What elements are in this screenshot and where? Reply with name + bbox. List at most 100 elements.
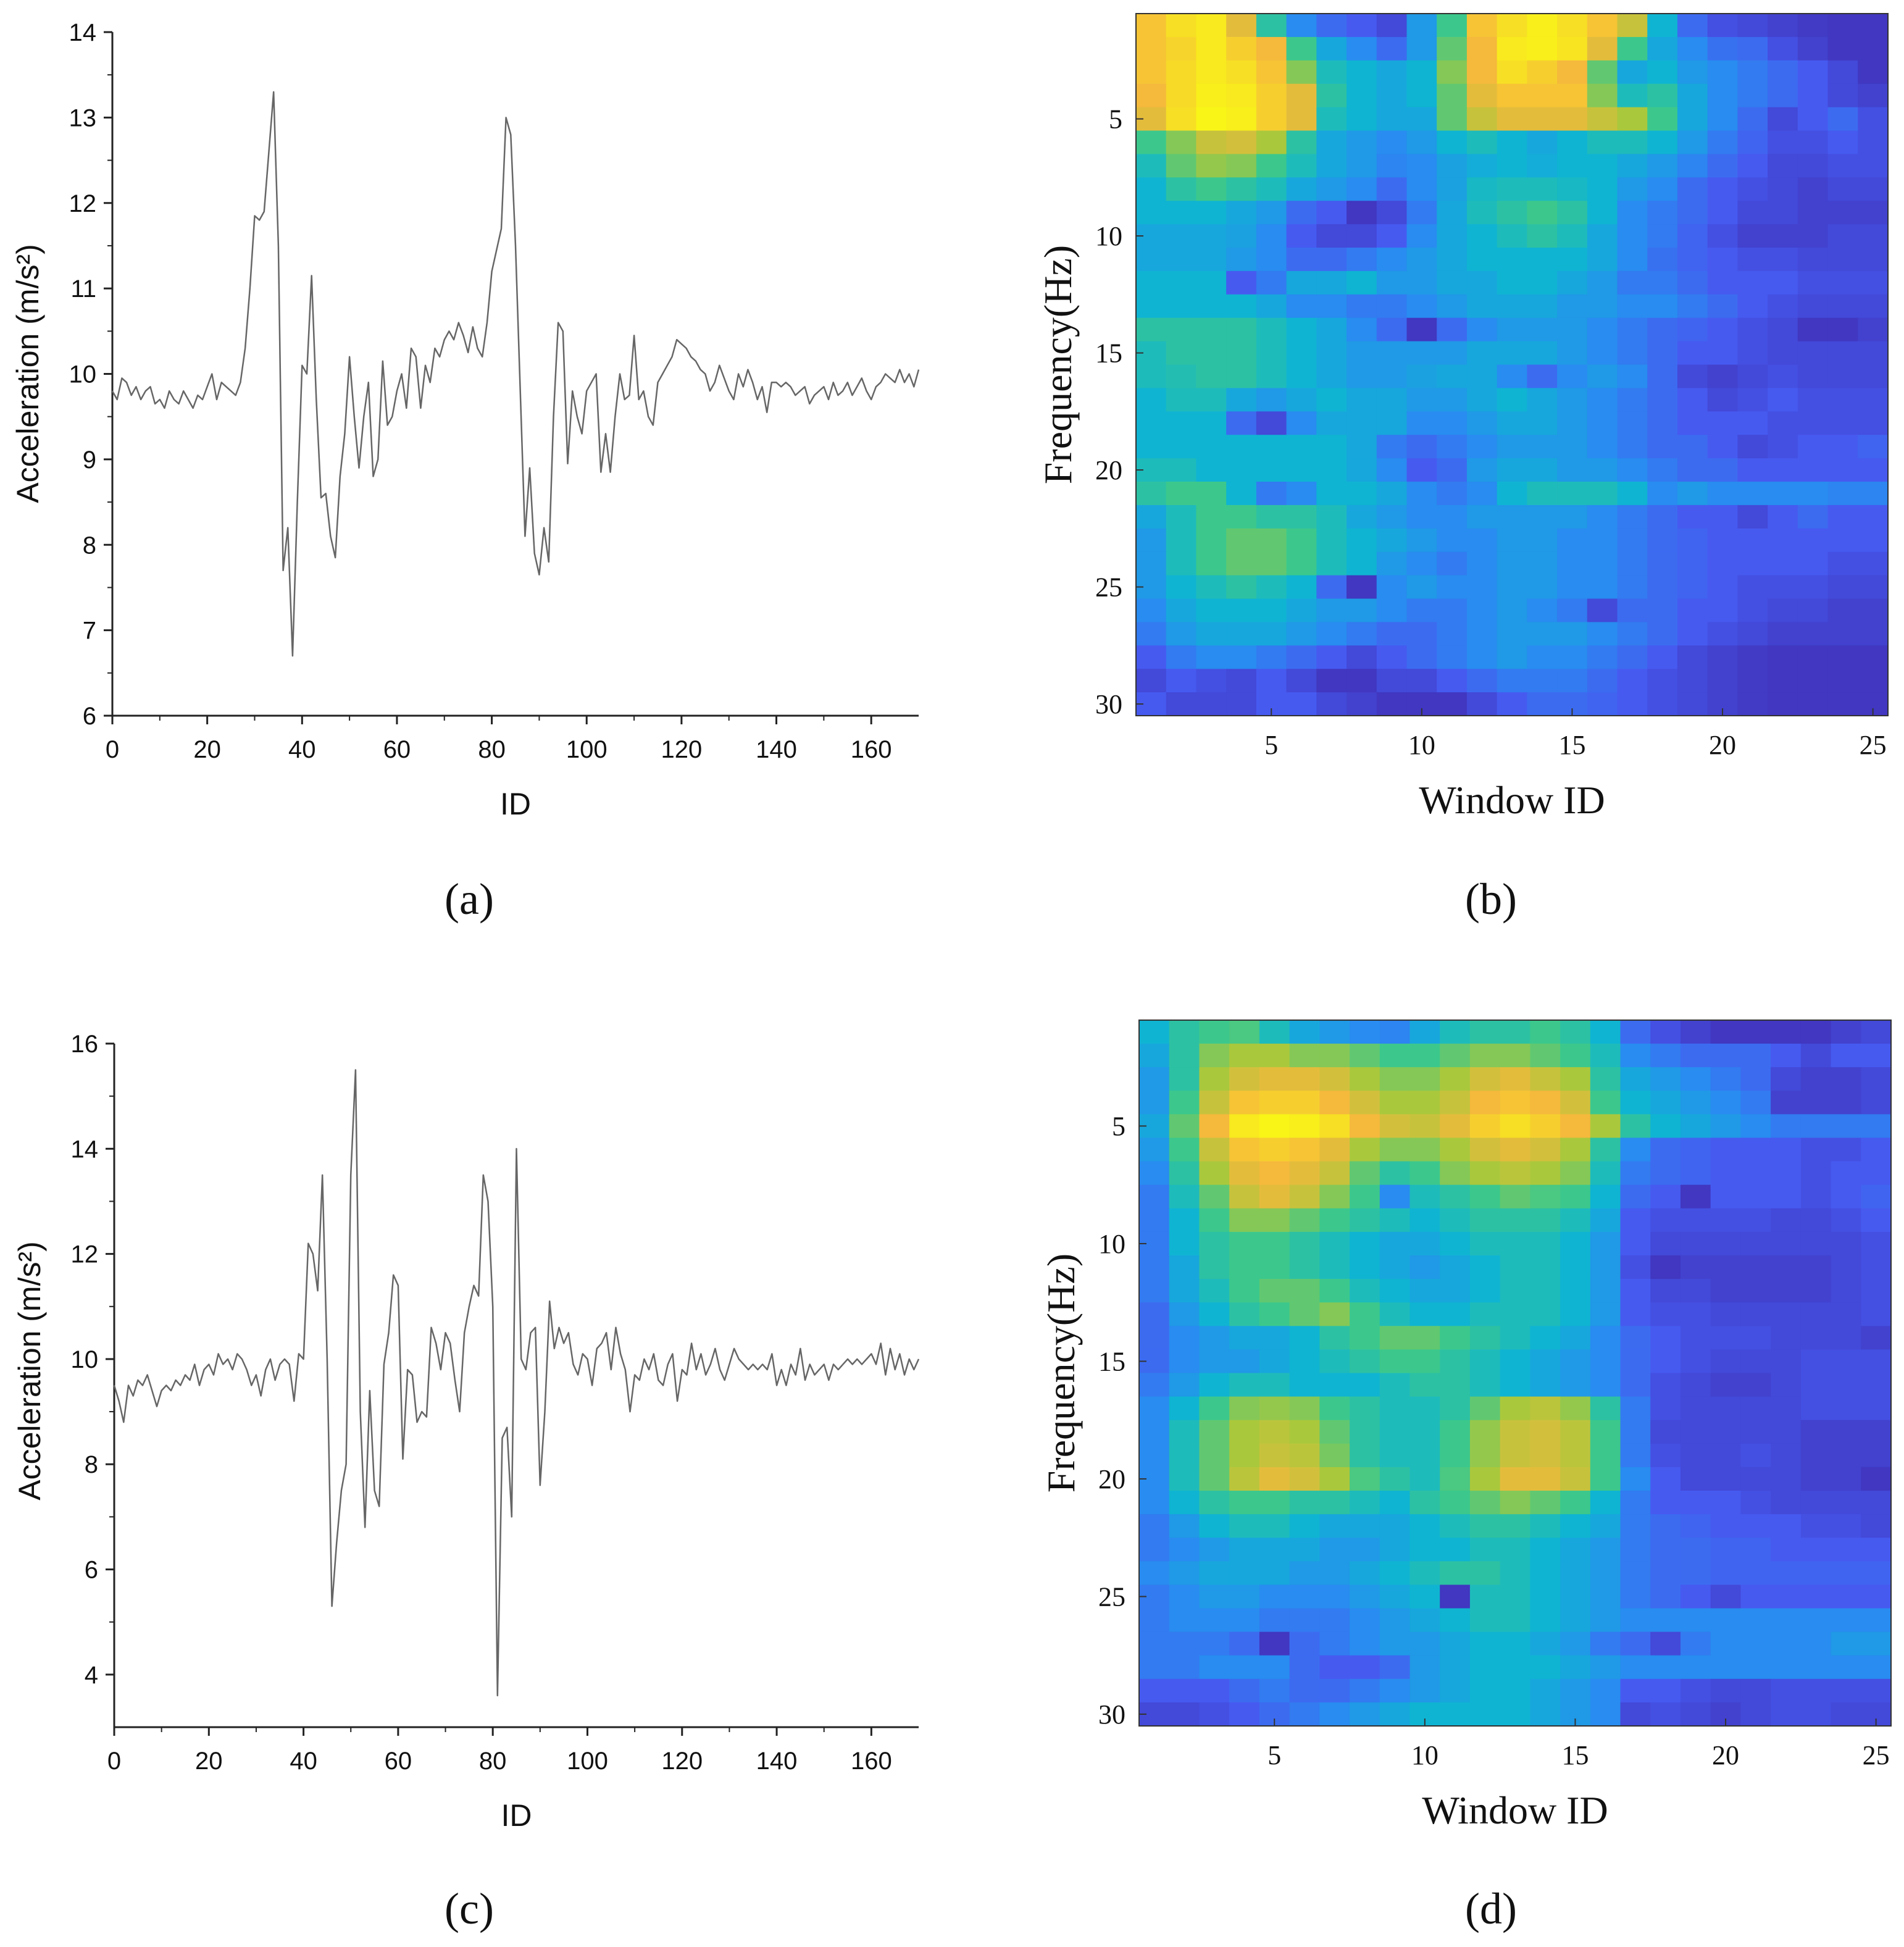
heatmap-cell bbox=[1350, 1208, 1380, 1233]
heatmap-cell bbox=[1680, 1349, 1711, 1374]
heatmap-cell bbox=[1319, 1396, 1350, 1421]
heatmap-cell bbox=[1710, 1137, 1742, 1162]
heatmap-cell bbox=[1469, 1631, 1501, 1656]
heatmap-cell bbox=[1677, 36, 1708, 61]
heatmap-cell bbox=[1226, 505, 1257, 529]
heatmap-cell bbox=[1437, 669, 1468, 693]
heatmap-cell bbox=[1347, 14, 1377, 38]
heatmap-cell bbox=[1347, 505, 1377, 529]
heatmap-cell bbox=[1617, 317, 1648, 342]
heatmap-cell bbox=[1229, 1561, 1260, 1586]
heatmap-cell bbox=[1289, 1514, 1321, 1538]
heatmap-cell bbox=[1710, 1114, 1742, 1139]
heatmap-cell bbox=[1316, 177, 1347, 201]
heatmap-cell bbox=[1316, 551, 1347, 576]
heatmap-cell bbox=[1319, 1655, 1350, 1680]
heatmap-cell bbox=[1771, 1678, 1802, 1703]
heatmap-cell bbox=[1347, 458, 1377, 482]
heatmap-cell bbox=[1139, 1443, 1170, 1468]
heatmap-cell bbox=[1590, 1467, 1621, 1491]
heatmap-cell bbox=[1500, 1349, 1531, 1374]
heatmap-cell bbox=[1440, 1137, 1471, 1162]
heatmap-cell bbox=[1740, 1302, 1771, 1327]
heatmap-cell bbox=[1259, 1538, 1290, 1562]
heatmap-cell bbox=[1530, 1231, 1561, 1256]
heatmap-cell bbox=[1226, 551, 1257, 576]
heatmap-cell bbox=[1316, 317, 1347, 342]
heatmap-cell bbox=[1650, 1091, 1681, 1115]
heatmap-cell bbox=[1710, 1067, 1742, 1092]
heatmap-cell bbox=[1530, 1538, 1561, 1562]
heatmap-cell bbox=[1376, 505, 1408, 529]
heatmap-cell bbox=[1707, 364, 1739, 389]
heatmap-cell bbox=[1469, 1443, 1501, 1468]
heatmap-cell bbox=[1557, 317, 1588, 342]
heatmap-cell bbox=[1740, 1608, 1771, 1633]
heatmap-cell bbox=[1861, 1561, 1892, 1586]
heatmap-cell bbox=[1677, 645, 1708, 669]
heatmap-cell bbox=[1316, 692, 1347, 716]
heatmap-cell bbox=[1827, 411, 1859, 435]
heatmap-cell bbox=[1256, 645, 1287, 669]
heatmap-cell bbox=[1350, 1091, 1380, 1115]
heatmap-cell bbox=[1647, 154, 1678, 178]
heatmap-cell bbox=[1740, 1561, 1771, 1586]
heatmap-cell bbox=[1800, 1561, 1832, 1586]
heatmap-cell bbox=[1497, 575, 1528, 600]
heatmap-cell bbox=[1500, 1231, 1531, 1256]
heatmap-cell bbox=[1166, 622, 1197, 647]
heatmap-cell bbox=[1259, 1231, 1290, 1256]
heatmap-cell bbox=[1680, 1161, 1711, 1186]
heatmap-cell bbox=[1259, 1443, 1290, 1468]
heatmap-cell bbox=[1199, 1655, 1230, 1680]
heatmap-cell bbox=[1858, 528, 1889, 553]
heatmap-cell bbox=[1196, 341, 1227, 366]
heatmap-cell bbox=[1350, 1655, 1380, 1680]
heatmap-cell bbox=[1437, 645, 1468, 669]
heatmap-cell bbox=[1557, 411, 1588, 435]
heatmap-cell bbox=[1617, 83, 1648, 108]
heatmap-cell bbox=[1347, 224, 1377, 248]
heatmap-cell bbox=[1707, 551, 1739, 576]
heatmap-cell bbox=[1196, 224, 1227, 248]
heatmap-cell bbox=[1527, 692, 1558, 716]
heatmap-cell bbox=[1707, 528, 1739, 553]
heatmap-cell bbox=[1827, 107, 1859, 132]
heatmap-cell bbox=[1347, 130, 1377, 155]
heatmap-cell bbox=[1587, 435, 1618, 459]
heatmap-cell bbox=[1466, 669, 1498, 693]
heatmap-cell bbox=[1680, 1420, 1711, 1444]
heatmap-cell bbox=[1858, 505, 1889, 529]
x-tick-label: 5 bbox=[1267, 1740, 1281, 1770]
heatmap-cell bbox=[1500, 1396, 1531, 1421]
heatmap-cell bbox=[1196, 36, 1227, 61]
heatmap-cell bbox=[1199, 1114, 1230, 1139]
heatmap-cell bbox=[1376, 551, 1408, 576]
heatmap-cell bbox=[1166, 411, 1197, 435]
heatmap-cell bbox=[1827, 575, 1859, 600]
heatmap-cell bbox=[1500, 1137, 1531, 1162]
heatmap-cell bbox=[1647, 107, 1678, 132]
heatmap-cell bbox=[1437, 341, 1468, 366]
heatmap-cell bbox=[1527, 248, 1558, 272]
heatmap-cell bbox=[1677, 388, 1708, 412]
heatmap-cell bbox=[1560, 1608, 1591, 1633]
heatmap-cell bbox=[1680, 1231, 1711, 1256]
heatmap-cell bbox=[1259, 1561, 1290, 1586]
heatmap-cell bbox=[1680, 1467, 1711, 1491]
heatmap-cell bbox=[1199, 1137, 1230, 1162]
heatmap-cell bbox=[1797, 294, 1829, 319]
heatmap-cell bbox=[1466, 36, 1498, 61]
heatmap-cell bbox=[1587, 154, 1618, 178]
heatmap-cell bbox=[1861, 1514, 1892, 1538]
heatmap-cell bbox=[1379, 1561, 1411, 1586]
heatmap-cell bbox=[1797, 482, 1829, 506]
heatmap-cell bbox=[1800, 1279, 1832, 1303]
heatmap-cell bbox=[1437, 411, 1468, 435]
heatmap-cell bbox=[1259, 1326, 1290, 1350]
heatmap-cell bbox=[1737, 645, 1768, 669]
heatmap-cell bbox=[1256, 177, 1287, 201]
heatmap-cell bbox=[1617, 645, 1648, 669]
